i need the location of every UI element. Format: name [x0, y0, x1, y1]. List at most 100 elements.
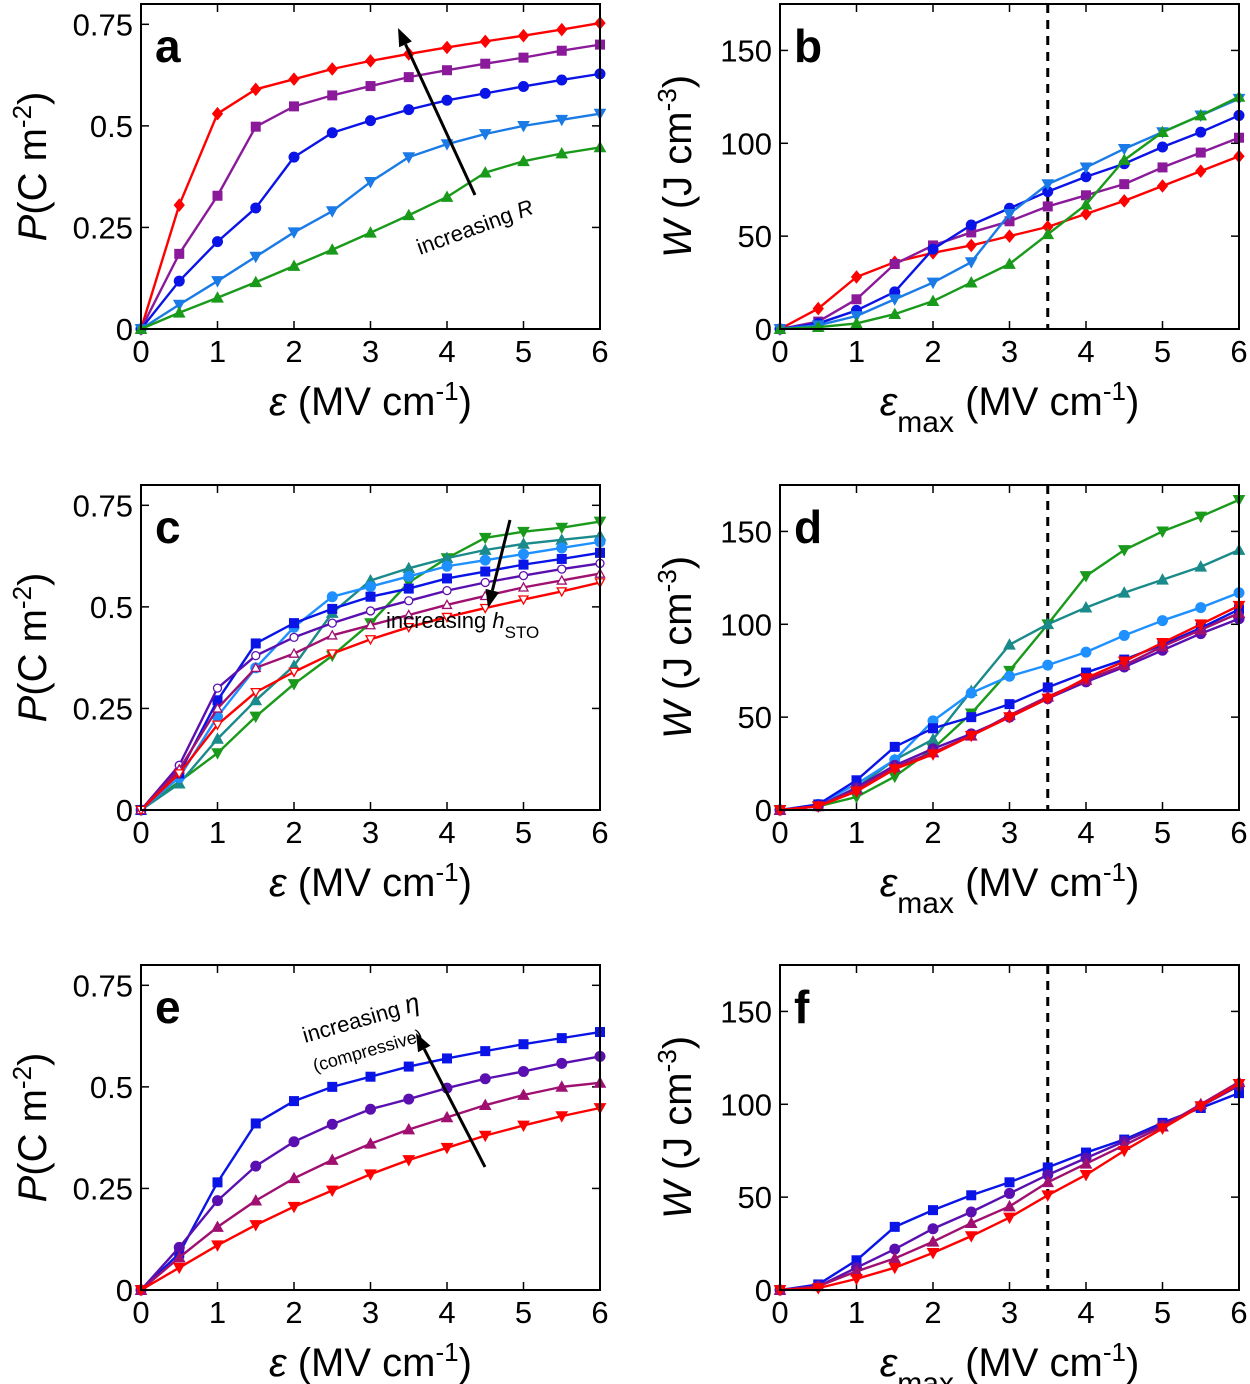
series-magenta [134, 1076, 607, 1295]
data-point [1003, 712, 1016, 724]
data-point [249, 1220, 263, 1232]
data-point [1041, 1175, 1055, 1188]
data-point [365, 81, 376, 92]
data-point [172, 1250, 186, 1263]
x-tick-label: 1 [209, 1295, 226, 1330]
panel-letter: d [794, 501, 822, 553]
plot-frame [779, 484, 1240, 811]
data-point [250, 661, 262, 673]
data-point [403, 1061, 414, 1072]
data-point [212, 1177, 223, 1188]
x-tick-label: 5 [515, 334, 532, 369]
data-point [517, 595, 530, 606]
data-point [1195, 126, 1207, 138]
data-point [403, 72, 414, 83]
series-line [779, 498, 1240, 812]
data-point [965, 1206, 977, 1218]
data-point [965, 687, 977, 699]
data-point [811, 801, 825, 813]
data-point [403, 570, 415, 582]
x-tick-label: 1 [848, 815, 865, 850]
data-point [964, 257, 978, 269]
data-point [556, 542, 568, 554]
data-point [1079, 571, 1093, 583]
data-point [364, 619, 377, 630]
data-point [1157, 162, 1168, 173]
panel-d: 0 1 2 3 4 5 6 0 50 100 150 d W (J cm-3) εmax (MV cm-1… [652, 484, 1248, 920]
x-axis-label: ε (MV cm-1) [269, 1337, 472, 1384]
panel-letter: f [794, 981, 810, 1033]
data-point [440, 1110, 454, 1123]
x-tick-label: 2 [924, 1295, 941, 1330]
data-point [1003, 208, 1016, 221]
data-point [480, 58, 491, 69]
data-point [365, 1071, 376, 1082]
y-axis-label: P(C m-2) [7, 573, 55, 723]
x-tick-label: 6 [1230, 334, 1247, 369]
data-point [325, 243, 339, 255]
data-point [211, 1220, 224, 1232]
data-point [850, 270, 863, 284]
data-point [1194, 108, 1208, 121]
data-point [1079, 1157, 1093, 1169]
data-point [964, 730, 978, 743]
data-point [555, 1111, 569, 1123]
data-point [211, 720, 224, 731]
data-point [518, 52, 529, 63]
panel-c: 0 1 2 3 4 5 6 0 0.25 0.5 0.75 c P(C m-2) ε (MV cm-1) i… [7, 484, 609, 905]
panel-e: 0 1 2 3 4 5 600.250.50.75 eP(C m-2)ε (MV cm-1)i… [7, 964, 609, 1384]
data-point [287, 1171, 301, 1184]
data-point [556, 553, 567, 564]
series-line [779, 1084, 1240, 1292]
y-tick-label: 0.25 [73, 1171, 133, 1206]
data-point [173, 769, 185, 780]
data-point [1004, 1177, 1015, 1188]
data-point [478, 532, 492, 545]
data-point [1117, 153, 1131, 165]
data-point [926, 294, 940, 307]
data-point [850, 311, 863, 323]
x-tick-label: 1 [848, 334, 865, 369]
x-tick-label: 1 [848, 1295, 865, 1330]
data-point [327, 618, 337, 628]
data-point [518, 559, 529, 570]
series-green [134, 140, 607, 334]
data-point [211, 1240, 224, 1252]
data-point [1117, 143, 1131, 156]
x-tick-label: 6 [591, 815, 608, 850]
data-point [250, 638, 261, 649]
data-point [811, 1283, 825, 1295]
y-tick-label: 0.75 [73, 7, 133, 42]
data-point [1194, 619, 1208, 631]
data-point [1195, 147, 1206, 158]
data-point [326, 62, 338, 76]
data-point [365, 606, 376, 616]
data-point [287, 679, 301, 691]
y-tick-label: 100 [720, 607, 772, 642]
x-tick-label: 0 [771, 1295, 788, 1330]
x-tick-label: 4 [1077, 334, 1094, 369]
y-axis-label: W (J cm-3) [652, 1036, 700, 1219]
series-violet [774, 1080, 1245, 1296]
data-point [1079, 601, 1093, 613]
data-point [326, 1118, 338, 1130]
data-point [555, 146, 569, 159]
series-red [773, 1078, 1246, 1297]
data-point [517, 1088, 530, 1100]
data-point [1117, 545, 1131, 557]
data-point [364, 226, 377, 238]
data-point [478, 129, 492, 141]
data-point [1079, 198, 1093, 210]
data-point [851, 294, 862, 305]
x-axis-label: εmax (MV cm-1) [880, 376, 1140, 439]
data-point [1003, 1199, 1016, 1212]
x-axis-label: εmax (MV cm-1) [880, 1337, 1140, 1384]
plot-frame [140, 964, 601, 1291]
data-point [888, 764, 902, 776]
data-point [403, 104, 415, 116]
data-point [928, 723, 938, 734]
data-point [1156, 125, 1169, 138]
data-point [287, 227, 301, 239]
data-point [556, 22, 568, 37]
data-point [172, 777, 186, 789]
